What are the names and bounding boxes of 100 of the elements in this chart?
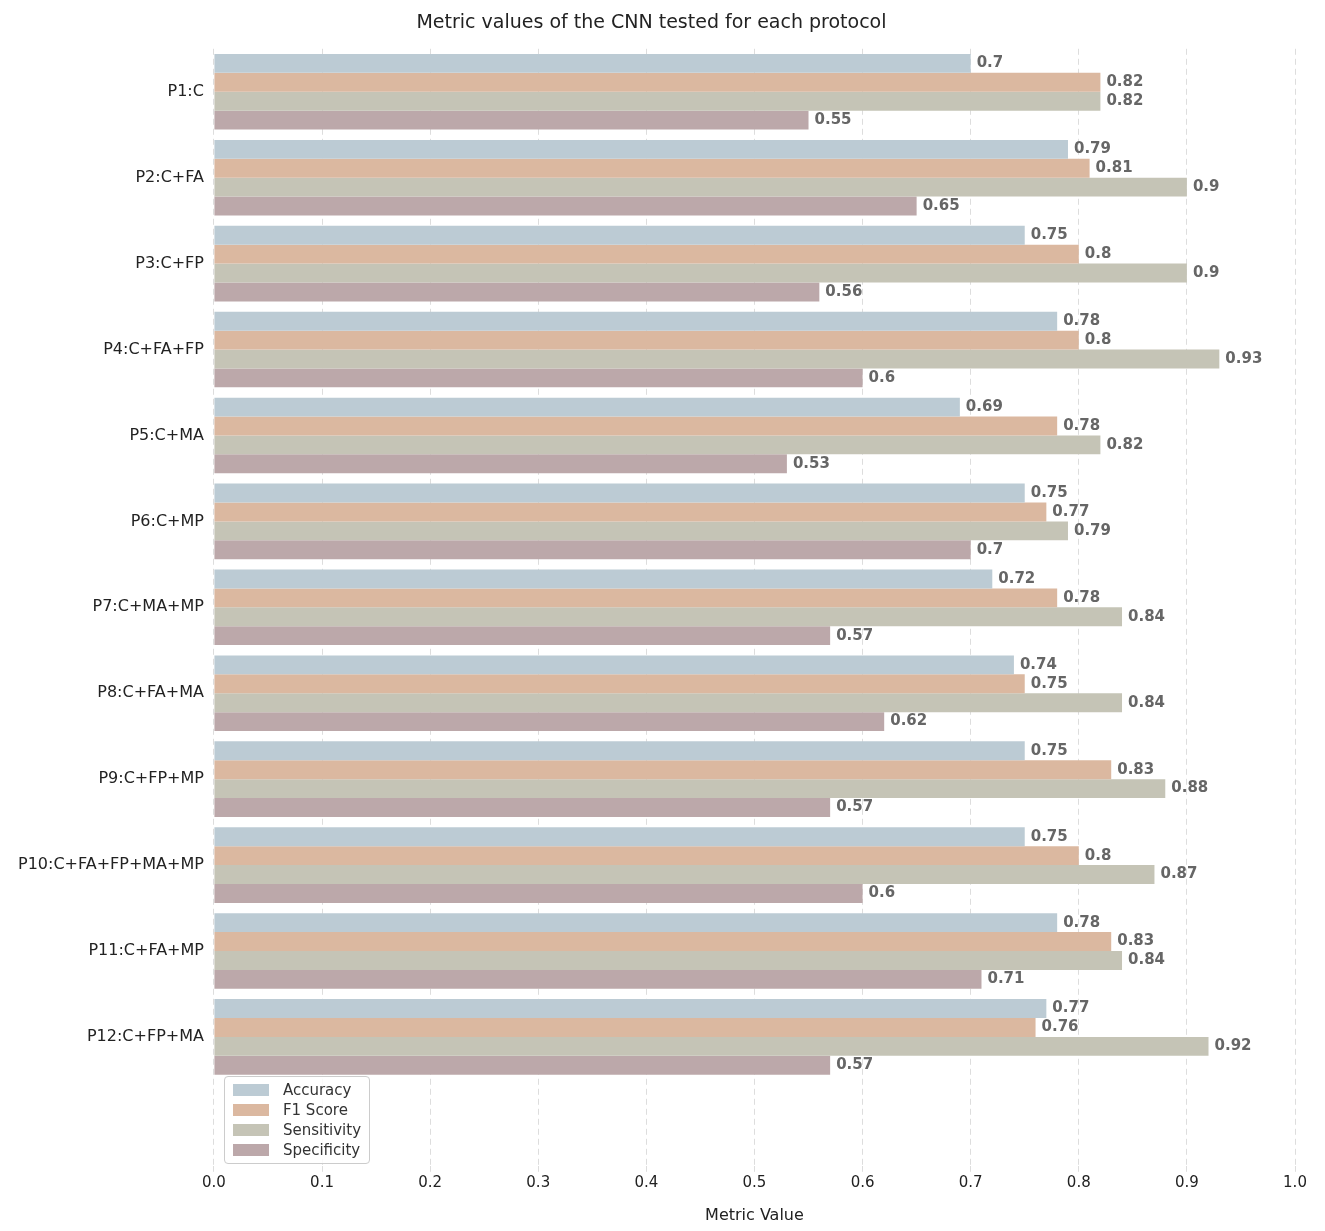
- x-tick-label: 0.3: [526, 1173, 551, 1192]
- bar: [214, 349, 1220, 369]
- x-tick-label: 0.2: [418, 1173, 443, 1192]
- data-label: 0.57: [836, 625, 874, 644]
- data-label: 0.75: [1030, 482, 1068, 501]
- bar: [214, 969, 982, 989]
- bar: [214, 139, 1068, 159]
- x-tick-label: 0.9: [1174, 1173, 1199, 1192]
- data-label: 0.77: [1052, 998, 1090, 1017]
- bar: [214, 368, 863, 388]
- data-label: 0.75: [1030, 740, 1068, 759]
- bar: [214, 712, 885, 732]
- data-label: 0.75: [1030, 673, 1068, 692]
- data-label: 0.83: [1117, 931, 1155, 950]
- bar: [214, 569, 993, 589]
- data-label: 0.9: [1192, 262, 1220, 281]
- bar: [214, 827, 1025, 847]
- bar: [214, 865, 1155, 884]
- y-tick-label: P11:C+FA+MP: [88, 940, 205, 960]
- bar: [214, 311, 1058, 331]
- y-tick-label: P4:C+FA+FP: [103, 338, 205, 358]
- bar: [214, 607, 1123, 627]
- x-axis-title: Metric Value: [705, 1204, 804, 1224]
- data-label: 0.7: [976, 53, 1004, 72]
- data-label: 0.57: [836, 1055, 874, 1074]
- bar: [214, 540, 971, 560]
- bar: [214, 655, 1014, 675]
- bar: [214, 1036, 1209, 1056]
- bar: [214, 435, 1101, 455]
- legend-label: Sensitivity: [282, 1120, 362, 1139]
- bar: [214, 483, 1025, 503]
- data-label: 0.79: [1073, 139, 1111, 158]
- x-tick-label: 0.6: [850, 1173, 875, 1192]
- data-label: 0.78: [1063, 912, 1101, 931]
- bar: [214, 397, 960, 417]
- bar: [214, 177, 1187, 197]
- data-label: 0.8: [1084, 845, 1112, 864]
- data-label: 0.93: [1225, 348, 1263, 367]
- x-tick-label: 1.0: [1283, 1173, 1307, 1192]
- x-tick-label: 0.5: [742, 1173, 767, 1192]
- data-label: 0.8: [1084, 329, 1112, 348]
- bar: [214, 244, 1079, 264]
- data-label: 0.82: [1106, 91, 1144, 110]
- x-tick-label: 0.0: [202, 1173, 226, 1192]
- y-tick-label: P3:C+FP: [135, 252, 205, 272]
- bar: [214, 330, 1079, 350]
- legend-label: Specificity: [282, 1140, 361, 1159]
- bar: [214, 626, 831, 646]
- chart-title: Metric values of the CNN tested for each protocol: [416, 10, 887, 33]
- bar: [214, 741, 1025, 761]
- bar: [214, 760, 1112, 780]
- data-label: 0.81: [1095, 158, 1133, 177]
- data-label: 0.53: [792, 453, 830, 472]
- bar: [214, 588, 1058, 608]
- bar: [214, 999, 1047, 1019]
- data-label: 0.6: [868, 883, 896, 902]
- data-label: 0.78: [1063, 311, 1101, 330]
- data-label: 0.84: [1128, 950, 1166, 969]
- x-tick-label: 0.4: [634, 1173, 659, 1192]
- bar: [214, 196, 917, 216]
- bar: [214, 263, 1187, 283]
- bar: [214, 913, 1058, 933]
- data-label: 0.7: [976, 539, 1004, 558]
- legend-label: Accuracy: [282, 1080, 352, 1099]
- legend-label: F1 Score: [282, 1100, 348, 1119]
- bar: [214, 53, 971, 73]
- data-label: 0.74: [1019, 654, 1057, 673]
- data-label: 0.55: [814, 110, 852, 129]
- bar: [214, 932, 1112, 951]
- bar: [214, 454, 787, 474]
- data-label: 0.75: [1030, 225, 1068, 244]
- x-tick-label: 0.7: [958, 1173, 983, 1192]
- bar: [214, 158, 1090, 178]
- data-label: 0.78: [1063, 587, 1101, 606]
- bar: [214, 91, 1101, 111]
- data-label: 0.8: [1084, 244, 1112, 263]
- y-tick-label: P6:C+MP: [130, 510, 205, 530]
- bar: [214, 1055, 831, 1075]
- data-label: 0.92: [1214, 1036, 1252, 1055]
- x-tick-label: 0.1: [310, 1173, 334, 1192]
- data-label: 0.62: [890, 711, 928, 730]
- data-label: 0.6: [868, 367, 896, 386]
- bar: [214, 225, 1025, 245]
- data-label: 0.56: [825, 281, 863, 300]
- data-label: 0.83: [1117, 759, 1155, 778]
- y-tick-label: P7:C+MA+MP: [92, 596, 205, 616]
- bar: [214, 416, 1058, 436]
- data-label: 0.76: [1041, 1017, 1079, 1036]
- bar: [214, 282, 820, 302]
- bar: [214, 798, 831, 817]
- data-label: 0.65: [922, 195, 960, 214]
- data-label: 0.84: [1128, 606, 1166, 625]
- data-label: 0.69: [965, 396, 1003, 415]
- data-label: 0.87: [1160, 864, 1198, 883]
- bar: [214, 521, 1068, 541]
- data-label: 0.79: [1073, 520, 1111, 539]
- data-label: 0.84: [1128, 692, 1166, 711]
- bar: [214, 674, 1025, 694]
- data-label: 0.57: [836, 797, 874, 816]
- data-label: 0.71: [987, 969, 1025, 988]
